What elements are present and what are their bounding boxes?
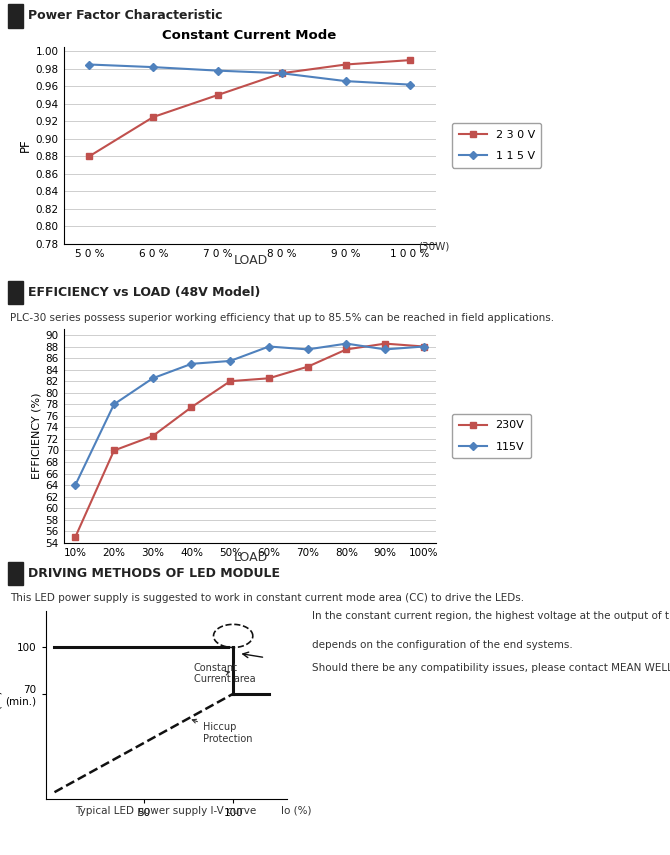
- Text: This LED power supply is suggested to work in constant current mode area (CC) to: This LED power supply is suggested to wo…: [10, 593, 524, 604]
- 115V: [381, 345, 389, 355]
- 115V: [188, 359, 196, 369]
- 115V: [265, 341, 273, 351]
- Bar: [8, 281, 23, 304]
- Text: Power Factor Characteristic: Power Factor Characteristic: [28, 9, 222, 22]
- Text: In the constant current region, the highest voltage at the output of the driver: In the constant current region, the high…: [312, 611, 670, 622]
- Text: (30W): (30W): [419, 241, 450, 251]
- 230V: [110, 445, 118, 456]
- 230V: [265, 373, 273, 383]
- Y-axis label: PF: PF: [19, 139, 31, 152]
- 1 1 5 V: [277, 68, 285, 79]
- Text: Io (%): Io (%): [281, 805, 312, 815]
- Text: LOAD: LOAD: [234, 551, 269, 564]
- 1 1 5 V: [214, 66, 222, 76]
- Text: Typical LED power supply I-V curve: Typical LED power supply I-V curve: [76, 806, 257, 817]
- Text: DRIVING METHODS OF LED MODULE: DRIVING METHODS OF LED MODULE: [28, 567, 280, 580]
- Line: 2 3 0 V: 2 3 0 V: [86, 57, 413, 159]
- Line: 230V: 230V: [72, 341, 427, 540]
- Title: Constant Current Mode: Constant Current Mode: [162, 29, 337, 42]
- 115V: [342, 339, 350, 349]
- 1 1 5 V: [342, 76, 350, 86]
- Text: Should there be any compatibility issues, please contact MEAN WELL.: Should there be any compatibility issues…: [312, 663, 670, 673]
- 115V: [304, 345, 312, 355]
- 230V: [149, 431, 157, 441]
- Text: Hiccup
Protection: Hiccup Protection: [192, 719, 253, 744]
- 2 3 0 V: [149, 112, 157, 122]
- Y-axis label: EFFICIENCY (%): EFFICIENCY (%): [31, 392, 42, 480]
- Text: EFFICIENCY vs LOAD (48V Model): EFFICIENCY vs LOAD (48V Model): [28, 286, 261, 299]
- 230V: [381, 339, 389, 349]
- 230V: [342, 345, 350, 355]
- 115V: [71, 480, 79, 490]
- 2 3 0 V: [85, 151, 93, 162]
- 115V: [226, 356, 234, 366]
- Text: LOAD: LOAD: [234, 254, 269, 267]
- Y-axis label: Vo(%): Vo(%): [0, 689, 3, 722]
- 1 1 5 V: [406, 80, 414, 90]
- Bar: [8, 562, 23, 585]
- 2 3 0 V: [406, 55, 414, 65]
- Legend: 2 3 0 V, 1 1 5 V: 2 3 0 V, 1 1 5 V: [452, 123, 541, 168]
- 230V: [226, 376, 234, 386]
- 115V: [149, 373, 157, 383]
- 230V: [188, 402, 196, 412]
- 2 3 0 V: [277, 68, 285, 79]
- Bar: [8, 3, 23, 28]
- Text: PLC-30 series possess superior working efficiency that up to 85.5% can be reache: PLC-30 series possess superior working e…: [10, 313, 554, 323]
- Line: 115V: 115V: [72, 341, 427, 488]
- Text: Constant
Current area: Constant Current area: [194, 663, 255, 684]
- Line: 1 1 5 V: 1 1 5 V: [86, 62, 413, 87]
- 2 3 0 V: [342, 59, 350, 69]
- Legend: 230V, 115V: 230V, 115V: [452, 414, 531, 458]
- 230V: [420, 341, 428, 351]
- 115V: [420, 341, 428, 351]
- 115V: [110, 399, 118, 410]
- 230V: [304, 362, 312, 372]
- 230V: [71, 532, 79, 542]
- 1 1 5 V: [85, 59, 93, 69]
- 2 3 0 V: [214, 90, 222, 100]
- 1 1 5 V: [149, 62, 157, 73]
- Text: depends on the configuration of the end systems.: depends on the configuration of the end …: [312, 640, 572, 650]
